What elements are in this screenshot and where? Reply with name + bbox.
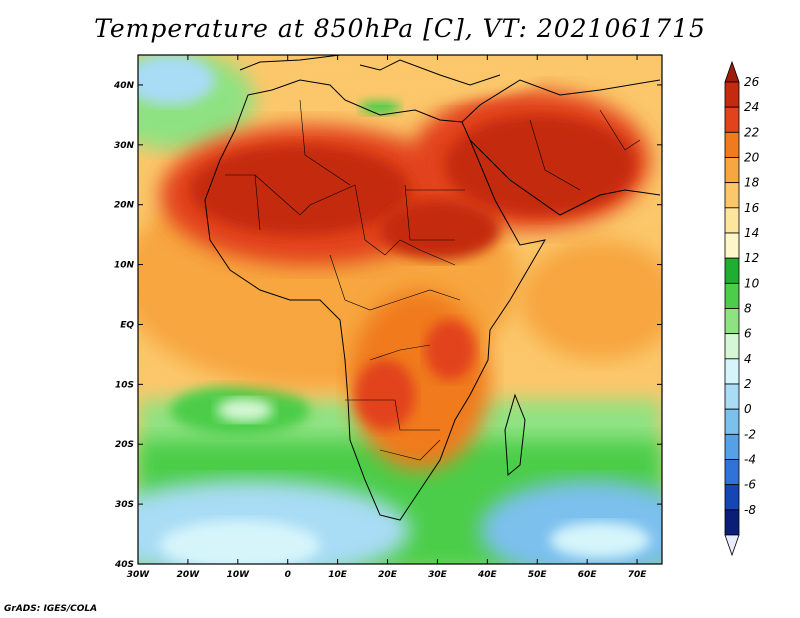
x-tick-label: 30E [428,570,448,580]
colorbar-segment [724,182,740,209]
colorbar-label: -6 [744,478,756,492]
y-tick-label: 30N [114,141,135,151]
map-frame [137,54,663,565]
colorbar-segment [724,157,740,184]
colorbar-segment [724,81,740,108]
x-tick-label: 50E [528,570,548,580]
colorbar-label: 16 [744,201,760,215]
colorbar-label: -4 [744,453,756,467]
colorbar-label: 26 [744,75,760,89]
country-borders [225,99,641,461]
map-figure: 30W 20W 10W 0 10E 20E 30E 40E 50E 60E 70E 40N30N20… [113,54,760,580]
colorbar-label: 14 [744,226,759,240]
colorbar-segment [724,333,740,360]
colorbar-label: 24 [744,100,759,114]
colorbar-label: 6 [744,327,752,341]
x-tick-label: 30W [127,570,151,580]
colorbar-label: 4 [744,352,752,366]
colorbar-label: 8 [744,302,752,316]
longitude-axis: 30W 20W 10W 0 10E 20E 30E 40E 50E 60E 70E [127,55,647,580]
temperature-field [138,55,662,564]
colorbar-segment [724,106,740,133]
y-tick-label: 20N [114,201,135,211]
colorbar-segment [724,282,740,309]
latitude-axis: 40N 30N 20N 10N EQ 10S 20S 30S 40S [113,81,662,570]
grads-credit: GrADS: IGES/COLA [4,604,98,614]
colorbar-segment [724,207,740,234]
x-tick-label: 20W [177,570,201,580]
colorbar-label: 20 [744,151,760,165]
x-tick-label: 10E [328,570,348,580]
y-tick-label: 10N [114,261,135,271]
y-tick-label: 40S [114,560,134,570]
colorbar-segment [724,509,740,536]
colorbar-label: 2 [744,377,752,391]
colorbar-segment [724,232,740,259]
triangle-up-icon [724,60,740,83]
colorbar-label: -2 [744,427,756,441]
x-tick-label: 10W [227,570,251,580]
y-tick-label: 30S [115,500,134,510]
x-tick-label: 40E [477,570,498,580]
colorbar-segment [724,433,740,460]
x-tick-label: 70E [628,570,648,580]
colorbar-label: 10 [744,276,760,290]
colorbar-label: 12 [744,251,759,265]
colorbar-segment [724,358,740,385]
colorbar-segment [724,257,740,284]
y-tick-label: EQ [120,320,134,330]
colorbar-segment [724,131,740,158]
y-tick-label: 10S [115,380,134,390]
coastlines [204,55,661,521]
page-title: Temperature at 850hPa [C], VT: 202106171… [94,14,706,43]
triangle-down-icon [724,534,740,557]
colorbar-segment [724,459,740,486]
x-tick-label: 20E [378,570,398,580]
y-tick-label: 40N [113,81,135,91]
colorbar-segment [724,308,740,335]
colorbar-segment [724,383,740,410]
x-tick-label: 60E [578,570,598,580]
colorbar-label: 18 [744,176,760,190]
colorbar-label: 0 [744,402,752,416]
colorbar-segment [724,484,740,511]
x-tick-label: 0 [285,570,291,580]
colorbar-label: -8 [744,503,756,517]
y-tick-label: 20S [115,440,134,450]
colorbar-segment [724,408,740,435]
colorbar-label: 22 [744,125,759,139]
